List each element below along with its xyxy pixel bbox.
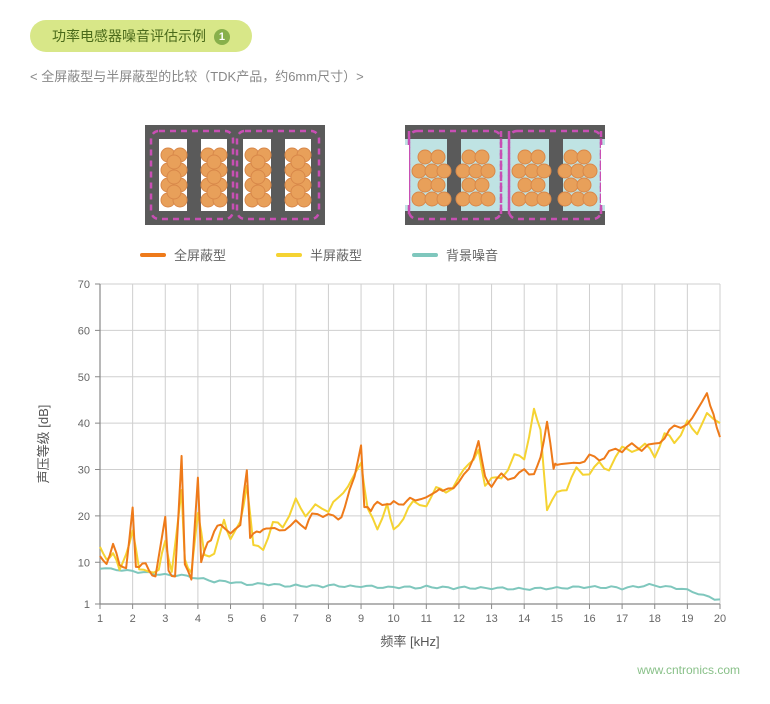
svg-text:11: 11 xyxy=(421,613,432,625)
svg-text:6: 6 xyxy=(260,613,266,625)
svg-text:9: 9 xyxy=(358,613,364,625)
legend-item-bg: 背景噪音 xyxy=(412,245,498,264)
svg-text:声压等级 [dB]: 声压等级 [dB] xyxy=(36,405,51,484)
svg-text:70: 70 xyxy=(78,279,90,291)
svg-text:40: 40 xyxy=(78,418,90,430)
svg-text:2: 2 xyxy=(130,613,136,625)
subtitle: < 全屏蔽型与半屏蔽型的比较（TDK产品，约6mm尺寸）> xyxy=(30,66,740,85)
title-bar: 功率电感器噪音评估示例 1 xyxy=(30,20,252,52)
swatch-full xyxy=(140,253,166,257)
svg-text:14: 14 xyxy=(518,613,530,625)
svg-text:1: 1 xyxy=(84,599,90,611)
watermark: www.cntronics.com xyxy=(30,663,740,677)
svg-text:18: 18 xyxy=(649,613,661,625)
svg-text:60: 60 xyxy=(78,325,90,337)
svg-text:20: 20 xyxy=(714,613,726,625)
svg-text:4: 4 xyxy=(195,613,201,625)
chart-legend: 全屏蔽型 半屏蔽型 背景噪音 xyxy=(140,245,740,264)
legend-label-half: 半屏蔽型 xyxy=(310,245,362,264)
svg-text:12: 12 xyxy=(453,613,465,625)
svg-text:30: 30 xyxy=(78,465,90,477)
svg-text:15: 15 xyxy=(551,613,563,625)
swatch-bg xyxy=(412,253,438,257)
svg-text:19: 19 xyxy=(681,613,693,625)
legend-item-full: 全屏蔽型 xyxy=(140,245,226,264)
svg-text:50: 50 xyxy=(78,372,90,384)
svg-text:3: 3 xyxy=(162,613,168,625)
svg-text:8: 8 xyxy=(325,613,331,625)
swatch-half xyxy=(276,253,302,257)
svg-text:10: 10 xyxy=(78,557,90,569)
svg-text:16: 16 xyxy=(583,613,595,625)
svg-text:20: 20 xyxy=(78,511,90,523)
svg-text:10: 10 xyxy=(388,613,400,625)
title-badge: 1 xyxy=(214,29,230,45)
svg-text:1: 1 xyxy=(97,613,103,625)
legend-label-full: 全屏蔽型 xyxy=(174,245,226,264)
legend-label-bg: 背景噪音 xyxy=(446,245,498,264)
svg-text:7: 7 xyxy=(293,613,299,625)
inductor-diagrams xyxy=(125,115,645,235)
svg-text:17: 17 xyxy=(616,613,628,625)
svg-text:13: 13 xyxy=(485,613,497,625)
title-text: 功率电感器噪音评估示例 xyxy=(52,28,206,44)
legend-item-half: 半屏蔽型 xyxy=(276,245,362,264)
svg-text:5: 5 xyxy=(227,613,233,625)
spl-chart: 1234567891011121314151617181920110203040… xyxy=(30,274,740,654)
svg-text:频率 [kHz]: 频率 [kHz] xyxy=(380,634,439,649)
